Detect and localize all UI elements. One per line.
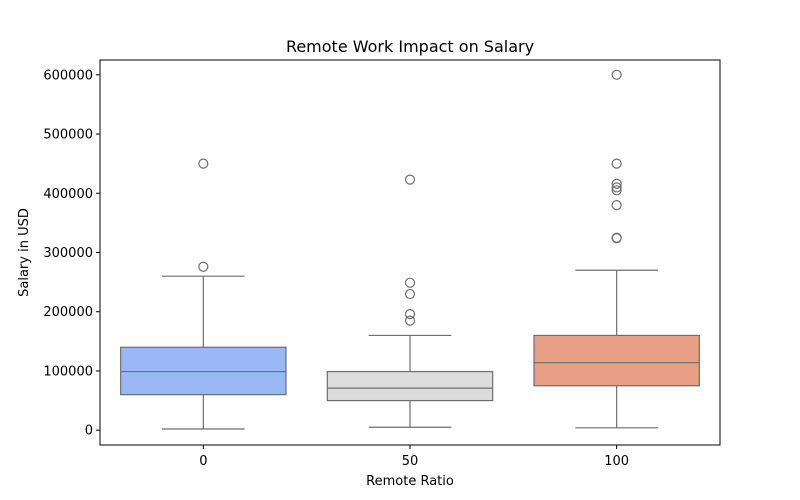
- x-tick-label: 100: [604, 454, 629, 469]
- box-group-50: [326, 174, 494, 428]
- outlier-point: [611, 178, 622, 189]
- y-tick-label: 500000: [43, 128, 93, 143]
- outlier-point: [404, 174, 416, 185]
- y-tick-label: 200000: [43, 305, 93, 320]
- y-tick-label: 300000: [43, 246, 93, 261]
- y-tick-label: 400000: [43, 187, 93, 202]
- plot-area: [120, 69, 700, 430]
- y-axis: 0 100000 200000 300000 400000 500000 600000: [43, 68, 100, 439]
- x-tick-label: 50: [402, 454, 419, 469]
- x-axis: 0 50 100: [199, 445, 629, 469]
- x-tick-label: 0: [199, 454, 207, 469]
- outlier-point: [404, 288, 416, 300]
- outlier-point: [198, 261, 209, 272]
- y-tick-label: 600000: [43, 68, 93, 83]
- outlier-point: [404, 309, 416, 320]
- outlier-point: [198, 158, 209, 169]
- box-iqr: [326, 370, 494, 402]
- chart-title: Remote Work Impact on Salary: [286, 37, 534, 56]
- y-tick-label: 0: [85, 424, 93, 439]
- x-axis-label: Remote Ratio: [366, 474, 454, 489]
- outlier-point: [404, 315, 416, 326]
- box-group-100: [533, 69, 700, 429]
- outlier-point: [611, 158, 622, 169]
- box-group-0: [120, 158, 287, 430]
- outlier-point: [611, 69, 622, 80]
- y-axis-label: Salary in USD: [17, 208, 32, 297]
- outlier-point: [404, 277, 416, 288]
- outlier-point: [611, 232, 622, 243]
- outlier-point: [611, 182, 622, 193]
- outlier-point: [611, 185, 622, 196]
- box-iqr: [533, 334, 700, 387]
- outlier-point: [611, 200, 622, 211]
- y-tick-label: 100000: [43, 364, 93, 379]
